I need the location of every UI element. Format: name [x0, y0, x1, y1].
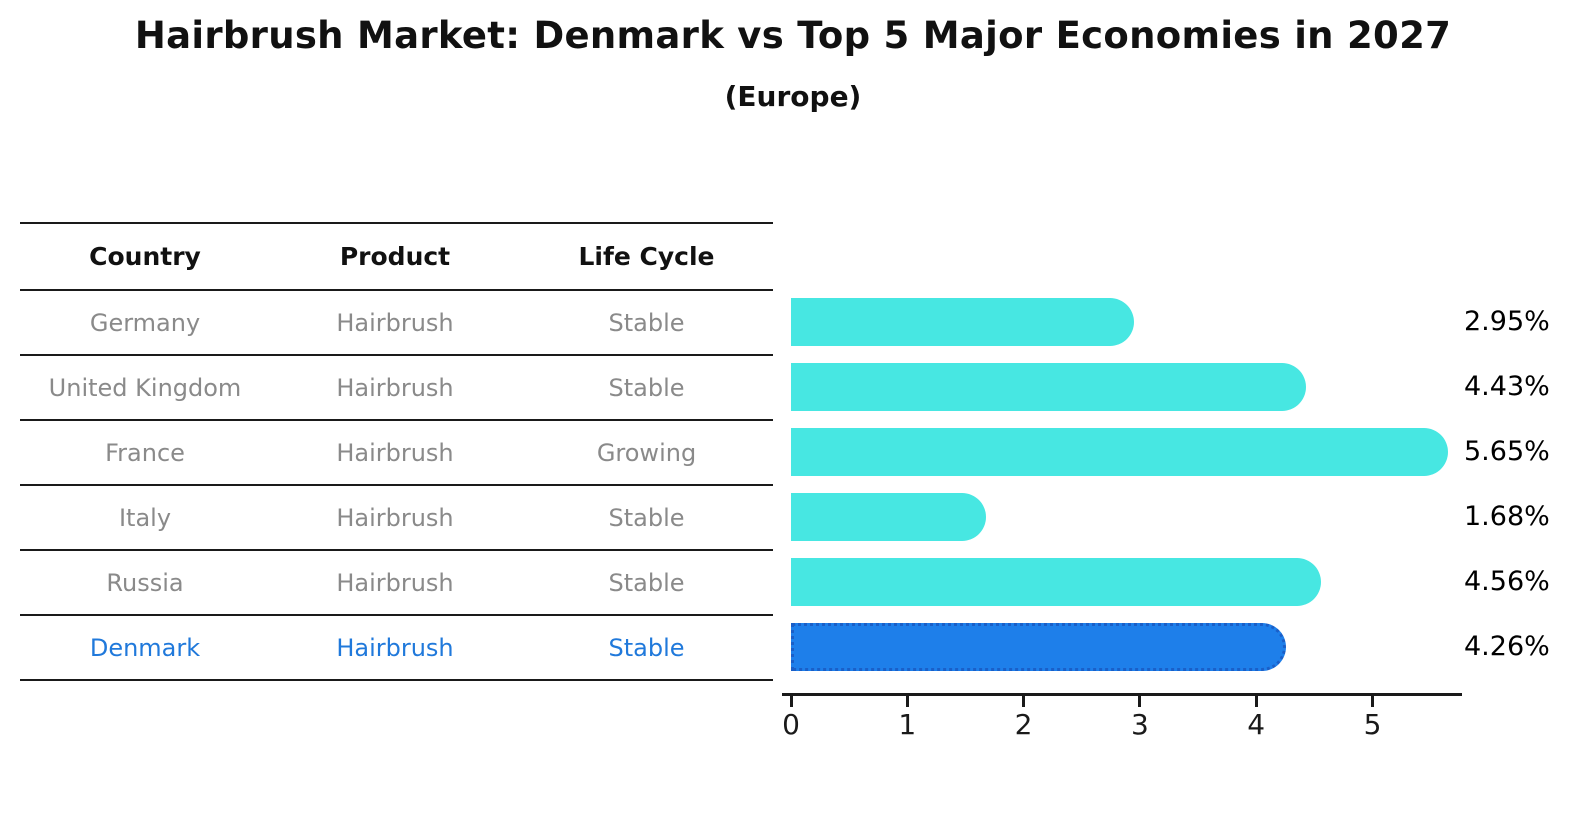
chart-title: Hairbrush Market: Denmark vs Top 5 Major…	[134, 14, 1452, 57]
bar-value-label: 4.26%	[1464, 631, 1550, 662]
table-row: Germany Hairbrush Stable	[20, 291, 773, 356]
table-row: Denmark Hairbrush Stable	[20, 616, 773, 681]
x-axis-tick-label: 2	[1014, 708, 1033, 741]
chart-subtitle: (Europe)	[724, 80, 862, 113]
bar-france	[791, 428, 1448, 476]
x-axis-tick-label: 0	[782, 708, 800, 741]
table-cell-life-cycle: Stable	[608, 308, 685, 337]
country-table: Country Product Life Cycle Germany Hairbr…	[20, 222, 773, 681]
bar-value-label: 4.43%	[1464, 371, 1550, 402]
table-row: France Hairbrush Growing	[20, 421, 773, 486]
table-cell-life-cycle: Stable	[608, 373, 685, 402]
table-cell-product: Hairbrush	[336, 503, 454, 532]
x-axis-tick	[789, 696, 793, 707]
x-axis-tick	[905, 696, 909, 707]
table-cell-life-cycle: Stable	[608, 503, 685, 532]
table-cell-country: Denmark	[89, 633, 201, 662]
x-axis-tick	[1371, 696, 1374, 707]
bar-value-label: 1.68%	[1464, 501, 1550, 532]
x-axis-tick-label: 1	[898, 708, 917, 741]
bar-value-label: 2.95%	[1464, 306, 1550, 337]
table-cell-country: United Kingdom	[48, 373, 242, 402]
table-header-life-cycle: Life Cycle	[578, 242, 715, 271]
x-axis-line	[782, 693, 1462, 696]
table-cell-country: Russia	[106, 568, 184, 597]
x-axis-tick-label: 5	[1363, 708, 1382, 741]
bar-denmark	[791, 623, 1286, 671]
x-axis-tick	[1138, 696, 1142, 707]
table-body: Germany Hairbrush Stable United Kingdom Hair…	[20, 291, 773, 681]
table-cell-product: Hairbrush	[336, 633, 454, 662]
bar-united-kingdom	[791, 363, 1306, 411]
table-cell-product: Hairbrush	[336, 373, 454, 402]
table-cell-country: France	[105, 438, 185, 467]
table-cell-country: Italy	[118, 503, 172, 532]
bar-value-label: 4.56%	[1464, 566, 1550, 597]
table-row: United Kingdom Hairbrush Stable	[20, 356, 773, 421]
table-header-row: Country Product Life Cycle	[20, 224, 773, 291]
table-header-product: Product	[339, 242, 451, 271]
table-cell-country: Germany	[89, 308, 201, 337]
table-cell-life-cycle: Growing	[596, 438, 697, 467]
table-cell-product: Hairbrush	[336, 568, 454, 597]
x-axis-tick-label: 3	[1130, 708, 1149, 741]
table-header-country: Country	[89, 242, 201, 271]
x-axis-tick-label: 4	[1247, 708, 1266, 741]
x-axis-tick	[1022, 696, 1026, 707]
bar-italy	[791, 493, 986, 541]
table-row: Russia Hairbrush Stable	[20, 551, 773, 616]
table-cell-life-cycle: Stable	[608, 568, 685, 597]
table-cell-life-cycle: Stable	[608, 633, 685, 662]
bar-value-label: 5.65%	[1464, 436, 1550, 467]
bar-russia	[791, 558, 1321, 606]
table-cell-product: Hairbrush	[336, 438, 454, 467]
table-cell-product: Hairbrush	[336, 308, 454, 337]
table-row: Italy Hairbrush Stable	[20, 486, 773, 551]
bar-germany	[791, 298, 1134, 346]
x-axis-tick	[1254, 696, 1258, 707]
